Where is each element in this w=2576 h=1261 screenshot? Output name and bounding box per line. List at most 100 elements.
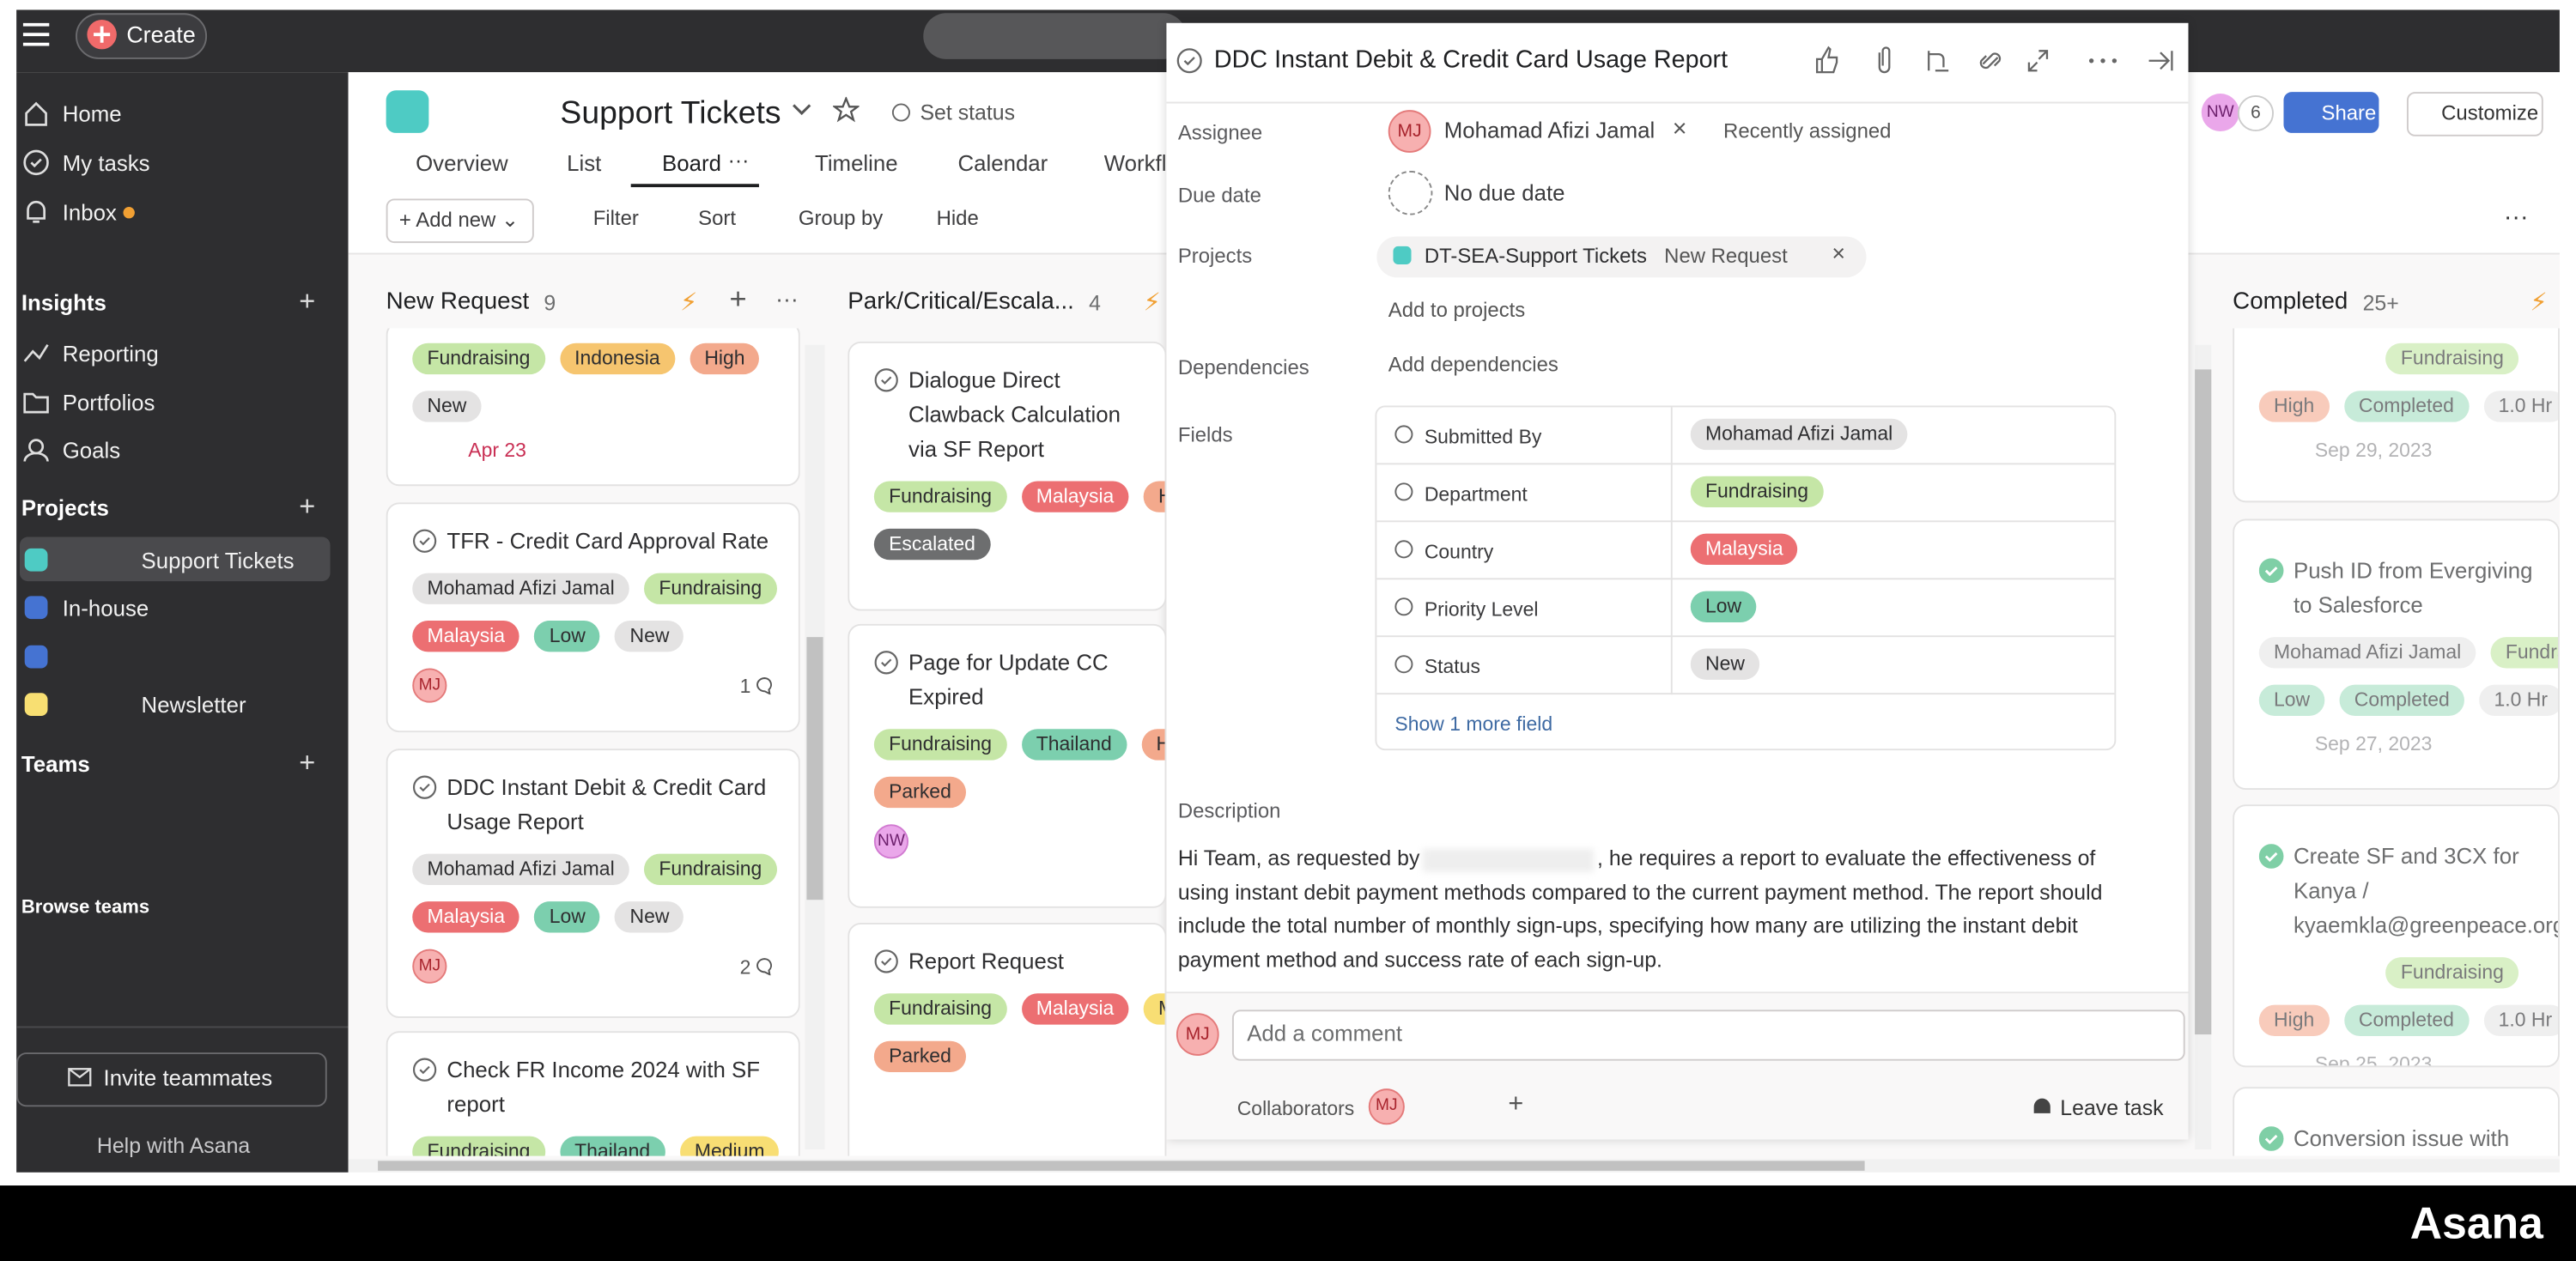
card-title-row[interactable]: TFR - Credit Card Approval Rate — [412, 524, 774, 558]
due-date[interactable]: Sep 25, 2023 — [2314, 1052, 2433, 1068]
check-icon[interactable] — [412, 775, 437, 800]
comment-placeholder[interactable]: Add a comment — [1247, 1021, 1403, 1046]
add-dependencies[interactable]: Add dependencies — [1388, 353, 1558, 377]
insights-heading[interactable]: Insights — [21, 290, 106, 316]
scroll-thumb[interactable] — [378, 1161, 1865, 1171]
card-title[interactable]: Check FR Income 2024 with SF report — [447, 1057, 761, 1117]
add-new-button[interactable] — [386, 198, 534, 244]
task-title[interactable]: DDC Instant Debit & Credit Card Usage Re… — [1213, 45, 1728, 75]
hide[interactable]: Hide — [936, 207, 979, 230]
card-title-row[interactable]: DDC Instant Debit & Credit Card Usage Re… — [412, 770, 774, 839]
task-card[interactable]: Fundraising Indonesia High New Apr 23 — [386, 328, 800, 487]
member-count[interactable]: 6 — [2237, 94, 2275, 132]
invite-button[interactable] — [16, 1052, 327, 1107]
due-date-value[interactable]: No due date — [1443, 180, 1565, 206]
assignee-avatar[interactable]: MJ — [1388, 110, 1431, 153]
check-icon[interactable] — [874, 650, 899, 675]
task-card[interactable]: DDC Instant Debit & Credit Card Usage Re… — [386, 749, 800, 1018]
star-icon[interactable] — [833, 96, 860, 124]
description-text[interactable]: Hi Team, as requested by, he requires a … — [1178, 842, 2131, 978]
scroll-thumb[interactable] — [2195, 369, 2212, 1035]
sort[interactable]: Sort — [698, 207, 737, 230]
card-title[interactable]: Push ID from Evergiving to Salesforce — [2293, 558, 2533, 618]
project-newsletter[interactable]: Newsletter — [141, 693, 246, 718]
comment-count[interactable]: 1 — [740, 674, 775, 697]
add-task-icon[interactable]: + — [729, 282, 747, 316]
card-title[interactable]: Create SF and 3CX for Kanya / kyaemkla@g… — [2293, 844, 2560, 938]
card-title-row[interactable]: Page for Update CC Expired — [874, 646, 1140, 714]
rule-icon[interactable]: ⚡ — [680, 288, 698, 318]
share-label[interactable]: Share — [2321, 101, 2377, 125]
card-title[interactable]: TFR - Credit Card Approval Rate — [447, 528, 769, 554]
tab-list[interactable]: List — [567, 150, 602, 176]
check-icon[interactable] — [2258, 558, 2284, 584]
task-card[interactable]: Check FR Income 2024 with SF report Fundr… — [386, 1031, 800, 1156]
add-icon[interactable]: + — [299, 747, 316, 779]
task-card[interactable]: Conversion issue with TH RG — [2233, 1087, 2560, 1156]
invite-label[interactable]: Invite teammates — [103, 1065, 273, 1091]
teams-heading[interactable]: Teams — [21, 752, 90, 777]
tab-calendar[interactable]: Calendar — [957, 150, 1048, 176]
rule-icon[interactable]: ⚡ — [2530, 288, 2548, 318]
field-value[interactable]: New — [1690, 648, 1760, 680]
column-name[interactable]: New Request — [386, 288, 530, 316]
customize-button[interactable] — [2406, 92, 2543, 136]
group-by[interactable]: Group by — [798, 207, 884, 230]
task-card[interactable]: Fundraising High Completed 1.0 Hr Sep 29, 20… — [2233, 328, 2560, 503]
field-value[interactable]: Mohamad Afizi Jamal — [1690, 418, 1908, 451]
add-icon[interactable]: + — [299, 285, 316, 318]
tab-more[interactable]: ··· — [727, 148, 750, 173]
due-date[interactable]: Sep 27, 2023 — [2314, 732, 2433, 755]
help-link[interactable]: Help with Asana — [96, 1132, 251, 1158]
task-card[interactable]: Push ID from Evergiving to Salesforce Moh… — [2233, 518, 2560, 791]
nav-my-tasks[interactable]: My tasks — [62, 150, 150, 176]
recently-assigned[interactable]: Recently assigned — [1723, 119, 1892, 143]
check-icon[interactable] — [412, 529, 437, 554]
scroll-thumb[interactable] — [806, 637, 823, 900]
card-title[interactable]: Conversion issue with TH RG — [2293, 1126, 2510, 1151]
card-title-row[interactable]: Push ID from Evergiving to Salesforce — [2258, 554, 2534, 622]
leave-task[interactable]: Leave task — [2060, 1094, 2164, 1120]
add-to-projects[interactable]: Add to projects — [1388, 299, 1526, 322]
nav-portfolios[interactable]: Portfolios — [62, 391, 155, 415]
create-label[interactable]: Create — [126, 21, 196, 48]
tab-board[interactable]: Board — [662, 150, 721, 176]
card-avatar[interactable]: NW — [873, 824, 909, 859]
share-button[interactable] — [2283, 92, 2379, 133]
check-icon[interactable] — [412, 1058, 437, 1082]
projects-heading[interactable]: Projects — [21, 495, 109, 521]
add-icon[interactable]: + — [299, 490, 316, 523]
browse-teams[interactable]: Browse teams — [21, 898, 150, 918]
card-title[interactable]: Page for Update CC Expired — [908, 650, 1109, 710]
member-avatar[interactable]: NW — [2201, 94, 2239, 132]
add-collaborator[interactable]: + — [1508, 1090, 1524, 1119]
remove-icon[interactable]: × — [1832, 239, 1845, 266]
card-avatar[interactable]: MJ — [412, 668, 447, 703]
tab-overview[interactable]: Overview — [416, 150, 508, 176]
card-title[interactable]: Report Request — [908, 949, 1064, 974]
due-date[interactable]: Sep 29, 2023 — [2314, 438, 2433, 462]
card-title-row[interactable]: Report Request — [874, 944, 1140, 979]
project-in-house[interactable]: In-house — [62, 596, 149, 621]
check-icon[interactable] — [2258, 844, 2284, 869]
card-avatar[interactable]: MJ — [412, 949, 447, 984]
field-value[interactable]: Malaysia — [1690, 533, 1798, 566]
filter[interactable]: Filter — [592, 207, 639, 230]
card-title[interactable]: DDC Instant Debit & Credit Card Usage Re… — [447, 774, 767, 834]
collaborator-avatar[interactable]: MJ — [1368, 1088, 1405, 1125]
project-name[interactable]: DT-SEA-Support Tickets — [1424, 245, 1648, 268]
column-name[interactable]: Completed — [2233, 288, 2348, 316]
card-title[interactable]: Dialogue Direct Clawback Calculation via… — [908, 367, 1121, 462]
search-bar[interactable] — [923, 13, 1187, 59]
show-more-fields[interactable]: Show 1 more field — [1394, 712, 1553, 736]
comment-input[interactable] — [1231, 1009, 2185, 1061]
project-title[interactable]: Support Tickets — [560, 94, 781, 132]
column-menu[interactable]: ··· — [775, 285, 799, 312]
add-new[interactable]: + Add new ⌄ — [398, 208, 519, 232]
rule-icon[interactable]: ⚡ — [1143, 288, 1161, 318]
nav-goals[interactable]: Goals — [62, 438, 121, 464]
set-status[interactable]: Set status — [920, 100, 1016, 125]
project-chip[interactable] — [1376, 236, 1867, 278]
check-icon[interactable] — [2258, 1126, 2284, 1151]
remove-icon[interactable]: × — [1672, 114, 1687, 143]
